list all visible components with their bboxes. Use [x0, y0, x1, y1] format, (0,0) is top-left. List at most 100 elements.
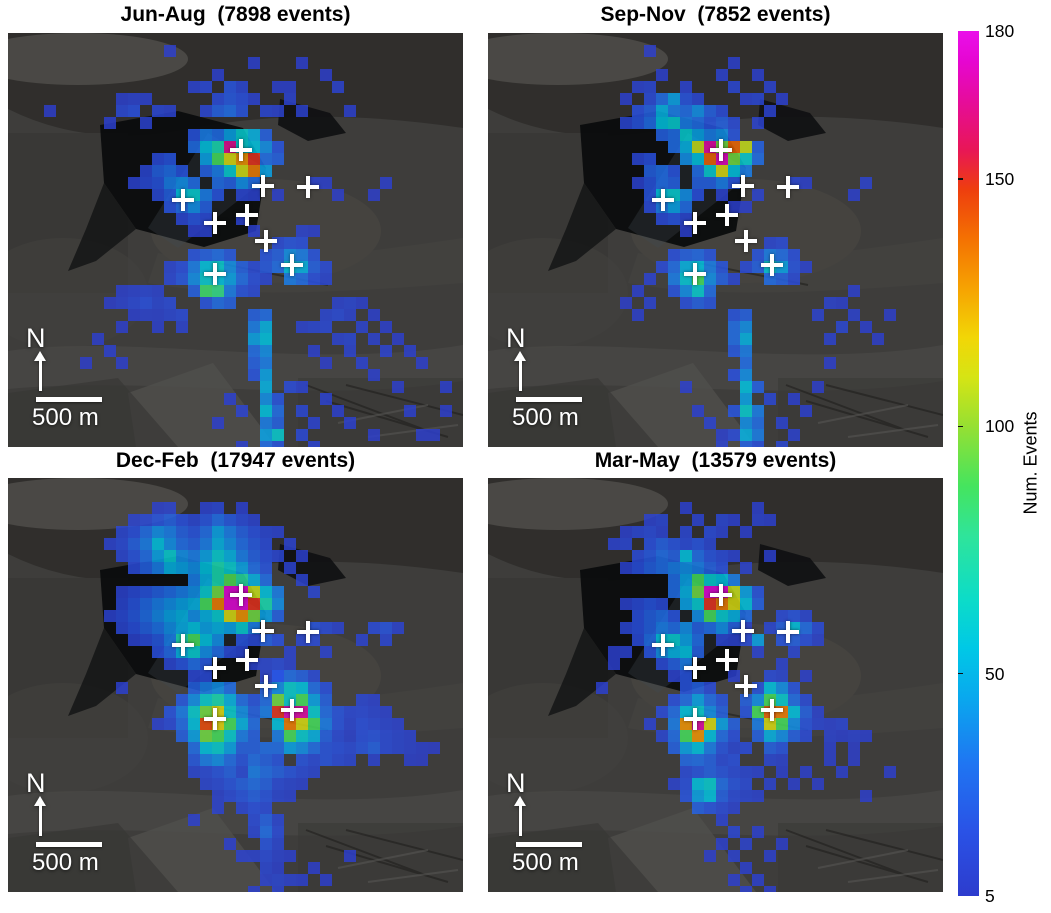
- heat-cell: [704, 598, 716, 610]
- heat-cell: [116, 105, 128, 117]
- heat-cell: [284, 742, 296, 754]
- heat-cell: [620, 562, 632, 574]
- heat-cell: [176, 730, 188, 742]
- heat-cell: [788, 610, 800, 622]
- heat-cell: [716, 574, 728, 586]
- heat-cell: [848, 754, 860, 766]
- heat-cell: [296, 237, 308, 249]
- heat-cell: [620, 297, 632, 309]
- heat-cell: [356, 730, 368, 742]
- cross-vbar: [239, 584, 243, 606]
- heat-cell: [260, 321, 272, 333]
- heat-cell: [716, 69, 728, 81]
- heat-cell: [668, 117, 680, 129]
- heat-cell: [320, 357, 332, 369]
- heat-cell: [704, 297, 716, 309]
- heat-cell: [680, 538, 692, 550]
- heat-cell: [272, 838, 284, 850]
- heat-cell: [812, 381, 824, 393]
- cross-vbar: [693, 657, 697, 679]
- heat-cell: [128, 514, 140, 526]
- heat-cell: [248, 225, 260, 237]
- heat-cell: [716, 814, 728, 826]
- heat-cell: [236, 538, 248, 550]
- heat-cell: [188, 634, 200, 646]
- heat-cell: [704, 694, 716, 706]
- heat-cell: [176, 550, 188, 562]
- cross-vbar: [181, 634, 185, 656]
- heat-cell: [272, 874, 284, 886]
- heat-cell: [716, 441, 728, 447]
- heat-cell: [140, 526, 152, 538]
- heat-cell: [296, 225, 308, 237]
- heat-cell: [272, 153, 284, 165]
- heat-cell: [860, 790, 872, 802]
- stations-layer: [488, 478, 943, 892]
- heat-cell: [380, 718, 392, 730]
- heat-cell: [680, 718, 692, 730]
- heat-cell: [440, 381, 452, 393]
- heat-cell: [788, 249, 800, 261]
- heat-cell: [740, 694, 752, 706]
- heat-cell: [668, 177, 680, 189]
- station-cross: [732, 620, 754, 642]
- heat-cell: [632, 634, 644, 646]
- heat-cell: [272, 610, 284, 622]
- heat-cell: [800, 766, 812, 778]
- heatmap-layer: [488, 33, 943, 447]
- heat-cell: [200, 201, 212, 213]
- heat-cell: [212, 646, 224, 658]
- heat-cell: [248, 189, 260, 201]
- heat-cell: [176, 273, 188, 285]
- heat-cell: [668, 730, 680, 742]
- heat-cell: [788, 694, 800, 706]
- heat-cell: [716, 105, 728, 117]
- heat-cell: [284, 658, 296, 670]
- heat-cell: [248, 814, 260, 826]
- heat-cell: [704, 526, 716, 538]
- heat-cell: [224, 393, 236, 405]
- station-cross: [710, 139, 732, 161]
- heat-cell: [404, 730, 416, 742]
- station-cross: [236, 649, 258, 671]
- heat-cell: [272, 886, 284, 892]
- heat-cell: [176, 706, 188, 718]
- heat-cell: [296, 321, 308, 333]
- heat-cell: [644, 550, 656, 562]
- panel-title-sep-nov: Sep-Nov (7852 events): [600, 3, 831, 26]
- heat-cell: [92, 333, 104, 345]
- heat-cell: [212, 177, 224, 189]
- heat-cell: [236, 778, 248, 790]
- heat-cell: [368, 333, 380, 345]
- heat-cell: [668, 213, 680, 225]
- heat-cell: [848, 742, 860, 754]
- heat-cell: [344, 105, 356, 117]
- heat-cell: [344, 333, 356, 345]
- heat-cell: [824, 357, 836, 369]
- heat-cell: [248, 802, 260, 814]
- station-cross: [252, 175, 274, 197]
- heat-cell: [368, 754, 380, 766]
- north-label: N: [506, 323, 526, 353]
- heat-cell: [248, 273, 260, 285]
- station-cross: [777, 176, 799, 198]
- heat-cell: [356, 718, 368, 730]
- heat-cell: [284, 562, 296, 574]
- heat-cell: [764, 273, 776, 285]
- heat-cell: [152, 321, 164, 333]
- heat-cell: [692, 514, 704, 526]
- heat-cell: [224, 261, 236, 273]
- heat-cell: [368, 694, 380, 706]
- heat-cell: [680, 141, 692, 153]
- heat-cell: [344, 742, 356, 754]
- heat-cell: [368, 369, 380, 381]
- heat-cell: [164, 153, 176, 165]
- heat-cell: [716, 694, 728, 706]
- heat-cell: [812, 634, 824, 646]
- heat-cell: [356, 742, 368, 754]
- heat-cell: [836, 766, 848, 778]
- heat-cell: [224, 562, 236, 574]
- heat-cell: [164, 550, 176, 562]
- heat-cell: [272, 417, 284, 429]
- heat-cell: [728, 598, 740, 610]
